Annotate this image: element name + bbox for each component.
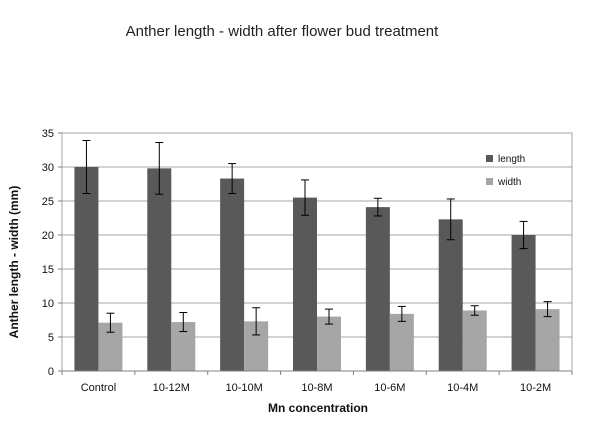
bar-length bbox=[293, 197, 317, 371]
bar-width bbox=[535, 309, 560, 371]
y-tick-label: 15 bbox=[42, 264, 54, 276]
bar-length bbox=[365, 207, 390, 371]
chart-title: Anther length - width after flower bud t… bbox=[126, 23, 439, 40]
y-tick-label: 25 bbox=[42, 196, 54, 208]
error-bars bbox=[82, 139, 552, 336]
y-tick-label: 5 bbox=[48, 332, 54, 344]
y-tick-label: 30 bbox=[42, 162, 54, 174]
x-tick-label: 10-10M bbox=[225, 382, 262, 394]
y-axis-ticks: 0 5 10 15 20 25 30 35 bbox=[42, 128, 62, 378]
y-tick-label: 0 bbox=[48, 366, 54, 378]
bar-length bbox=[220, 178, 245, 371]
legend-swatch-width bbox=[486, 178, 493, 185]
y-axis-label: Anther length - width (mm) bbox=[7, 186, 21, 339]
x-axis-label: Mn concentration bbox=[268, 401, 368, 415]
legend-label-length: length bbox=[498, 154, 525, 165]
bar-length bbox=[147, 168, 172, 371]
legend-swatch-length bbox=[486, 155, 493, 162]
legend: length width bbox=[486, 154, 525, 188]
x-tick-label: 10-8M bbox=[301, 382, 332, 394]
legend-label-width: width bbox=[497, 177, 521, 188]
y-tick-label: 20 bbox=[42, 230, 54, 242]
bar-length bbox=[74, 167, 99, 371]
bar-width bbox=[317, 316, 341, 371]
x-tick-label: 10-6M bbox=[374, 382, 405, 394]
bars bbox=[74, 167, 560, 371]
x-tick-label: Control bbox=[81, 382, 116, 394]
bar-length bbox=[511, 235, 536, 371]
bar-width bbox=[389, 313, 414, 371]
y-tick-label: 10 bbox=[42, 298, 54, 310]
x-tick-label: 10-4M bbox=[447, 382, 478, 394]
x-tick-label: 10-2M bbox=[520, 382, 551, 394]
bar-width bbox=[462, 310, 487, 371]
y-tick-label: 35 bbox=[42, 128, 54, 140]
x-axis-ticks: Control 10-12M 10-10M 10-8M 10-6M 10-4M 10-2M bbox=[61, 371, 573, 394]
bar-length bbox=[438, 219, 463, 371]
x-tick-label: 10-12M bbox=[153, 382, 190, 394]
